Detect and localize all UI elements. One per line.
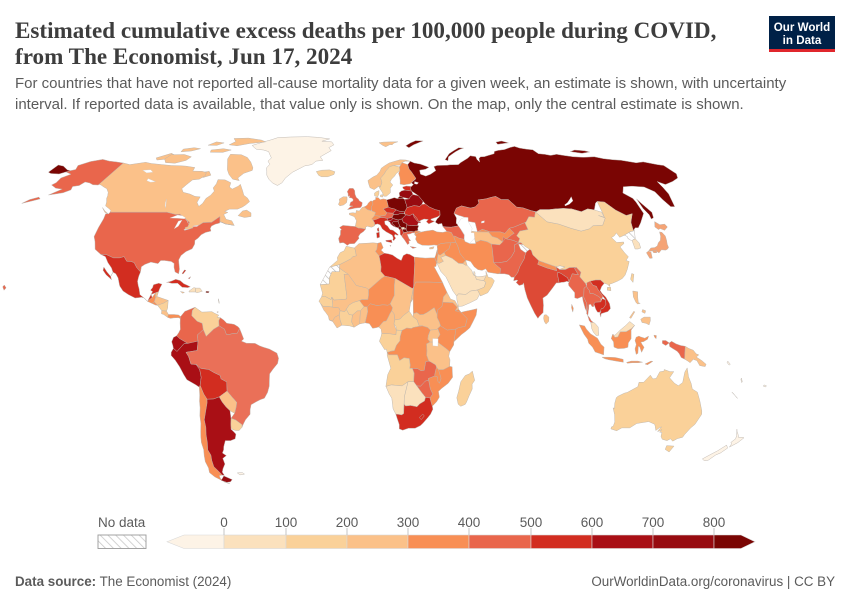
- svg-text:100: 100: [275, 515, 298, 530]
- svg-text:600: 600: [581, 515, 604, 530]
- svg-text:700: 700: [642, 515, 665, 530]
- svg-text:No data: No data: [98, 515, 146, 530]
- svg-text:400: 400: [458, 515, 481, 530]
- svg-text:200: 200: [336, 515, 359, 530]
- svg-text:0: 0: [220, 515, 228, 530]
- svg-text:300: 300: [397, 515, 420, 530]
- svg-text:800: 800: [703, 515, 726, 530]
- svg-text:500: 500: [520, 515, 543, 530]
